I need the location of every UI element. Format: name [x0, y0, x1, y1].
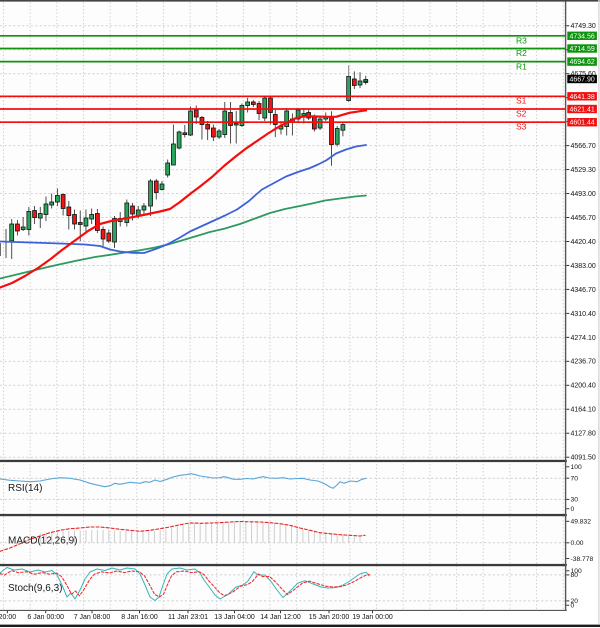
svg-text:4346.70: 4346.70 — [571, 287, 596, 294]
svg-text:Stoch(9,6,3): Stoch(9,6,3) — [8, 583, 62, 594]
svg-text:100: 100 — [571, 464, 582, 471]
svg-text:4091.50: 4091.50 — [571, 455, 596, 462]
svg-text:14 Jan 12:00: 14 Jan 12:00 — [260, 614, 301, 621]
svg-text:4383.00: 4383.00 — [571, 263, 596, 270]
svg-text:6 Jan 00:00: 6 Jan 00:00 — [27, 614, 64, 621]
svg-text:RSI(14): RSI(14) — [8, 483, 42, 494]
svg-text:S1: S1 — [516, 96, 527, 106]
svg-text:4749.30: 4749.30 — [571, 23, 596, 30]
svg-text:4127.80: 4127.80 — [571, 431, 596, 438]
svg-text:0: 0 — [571, 506, 575, 513]
svg-text:15 Jan 20:00: 15 Jan 20:00 — [309, 614, 350, 621]
svg-text:4675.60: 4675.60 — [571, 71, 596, 78]
svg-text:70: 70 — [571, 476, 579, 483]
svg-text:4566.70: 4566.70 — [571, 143, 596, 150]
svg-text:4236.70: 4236.70 — [571, 359, 596, 366]
svg-text:4621.41: 4621.41 — [569, 107, 594, 114]
svg-text:80: 80 — [571, 572, 579, 579]
svg-text:4200.40: 4200.40 — [571, 383, 596, 390]
svg-text:20:00: 20:00 — [0, 614, 16, 621]
svg-text:13 Jan 04:00: 13 Jan 04:00 — [214, 614, 255, 621]
svg-text:4529.30: 4529.30 — [571, 167, 596, 174]
svg-text:4734.56: 4734.56 — [569, 33, 594, 40]
svg-text:4493.00: 4493.00 — [571, 191, 596, 198]
svg-text:19 Jan 00:00: 19 Jan 00:00 — [352, 614, 393, 621]
svg-text:0.00: 0.00 — [571, 540, 584, 547]
svg-text:R1: R1 — [516, 61, 527, 71]
svg-text:30: 30 — [571, 497, 579, 504]
svg-text:4601.44: 4601.44 — [569, 120, 594, 127]
svg-text:4667.90: 4667.90 — [569, 77, 594, 84]
svg-text:7 Jan 08:00: 7 Jan 08:00 — [74, 614, 111, 621]
svg-text:20: 20 — [571, 598, 579, 605]
svg-text:S2: S2 — [516, 108, 527, 118]
svg-text:4694.62: 4694.62 — [569, 59, 594, 66]
svg-text:4714.59: 4714.59 — [569, 46, 594, 53]
svg-text:0: 0 — [571, 603, 575, 610]
svg-text:8 Jan 16:00: 8 Jan 16:00 — [121, 614, 158, 621]
svg-text:-38.778: -38.778 — [571, 556, 594, 563]
svg-text:4310.40: 4310.40 — [571, 311, 596, 318]
svg-text:R2: R2 — [516, 48, 527, 58]
svg-text:4420.40: 4420.40 — [571, 239, 596, 246]
svg-text:100: 100 — [571, 568, 582, 575]
svg-text:49.832: 49.832 — [571, 519, 592, 526]
svg-text:R3: R3 — [516, 36, 527, 46]
svg-text:4274.10: 4274.10 — [571, 335, 596, 342]
svg-text:4641.38: 4641.38 — [569, 94, 594, 101]
svg-text:4456.70: 4456.70 — [571, 215, 596, 222]
svg-text:4164.10: 4164.10 — [571, 407, 596, 414]
svg-text:S3: S3 — [516, 122, 527, 132]
svg-text:MACD(12,26,9): MACD(12,26,9) — [8, 536, 77, 547]
svg-text:11 Jan 23:01: 11 Jan 23:01 — [168, 614, 208, 621]
